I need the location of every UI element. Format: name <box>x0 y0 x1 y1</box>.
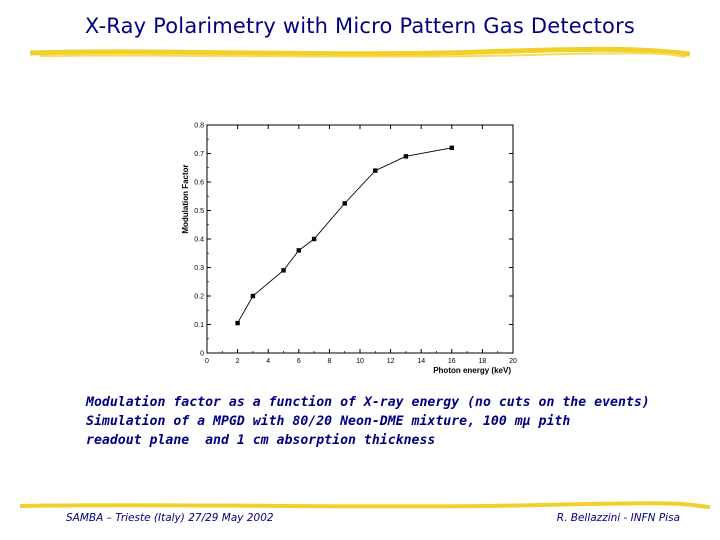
x-tick-label: 6 <box>297 358 301 365</box>
data-point <box>403 154 409 159</box>
caption-line-1: Modulation factor as a function of X-ray… <box>86 395 650 410</box>
title-underline <box>30 46 690 58</box>
data-point <box>235 320 240 326</box>
series-line <box>237 147 452 324</box>
y-axis-label: Modulation Factor <box>181 164 190 233</box>
caption-line-2: Simulation of a MPGD with 80/20 Neon-DME… <box>86 414 571 429</box>
data-point <box>311 236 317 242</box>
data-point <box>449 145 454 150</box>
x-tick-label: 12 <box>387 358 395 365</box>
data-point <box>281 268 286 273</box>
data-point <box>373 168 378 173</box>
y-tick-label: 0.2 <box>194 294 204 301</box>
y-tick-label: 0.3 <box>194 265 204 272</box>
x-tick-label: 0 <box>205 358 209 365</box>
y-tick-label: 0.6 <box>194 180 204 187</box>
data-point <box>296 248 301 253</box>
x-axis-label: Photon energy (keV) <box>433 366 511 375</box>
x-tick-label: 20 <box>509 358 517 365</box>
modulation-factor-chart: 0 2 4 6 8 10 12 14 16 18 20 0 0.1 0.2 0.3 0.4 0.5 0.6 0.7 0… <box>175 115 525 376</box>
x-tick-label: 2 <box>236 358 240 365</box>
data-point <box>250 293 256 299</box>
y-tick-label: 0.5 <box>194 208 204 215</box>
y-tick-label: 0.1 <box>194 322 204 329</box>
x-tick-label: 18 <box>479 358 487 365</box>
plot-frame <box>206 124 514 354</box>
footer-event: SAMBA – Trieste (Italy) 27/29 May 2002 <box>66 512 274 524</box>
y-tick-label: 0.4 <box>194 237 204 244</box>
footer-underline <box>20 501 710 509</box>
x-tick-label: 14 <box>417 358 425 365</box>
x-tick-label: 16 <box>448 358 456 365</box>
data-point <box>342 201 347 206</box>
x-tick-label: 10 <box>356 358 364 365</box>
x-tick-label: 4 <box>266 358 270 365</box>
footer-author: R. Bellazzini - INFN Pisa <box>556 512 680 524</box>
y-tick-label: 0.7 <box>194 151 204 158</box>
y-tick-label: 0.8 <box>194 123 204 130</box>
caption-line-3: readout plane and 1 cm absorption thickn… <box>86 433 436 448</box>
slide-title: X-Ray Polarimetry with Micro Pattern Gas… <box>84 14 636 38</box>
x-tick-label: 8 <box>327 358 331 365</box>
figure-caption: Modulation factor as a function of X-ray… <box>86 393 686 450</box>
y-tick-label: 0 <box>200 351 204 358</box>
chart-svg: 0 2 4 6 8 10 12 14 16 18 20 0 0.1 0.2 0.3 0.4 0.5 0.6 0.7 0… <box>181 123 517 376</box>
